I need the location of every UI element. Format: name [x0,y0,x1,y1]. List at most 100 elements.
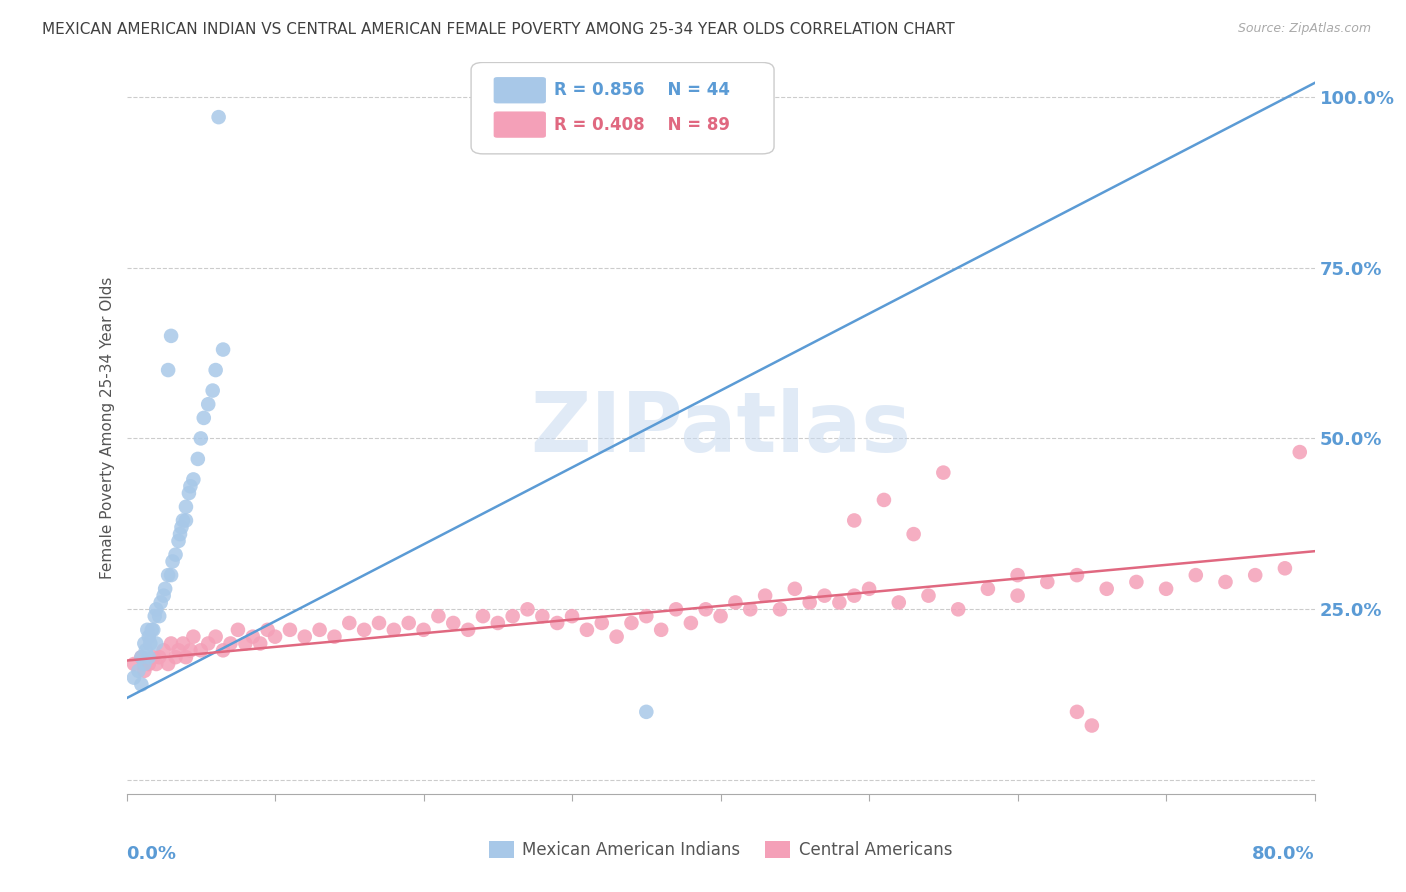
Point [170,520,193,534]
Point [977,582,1000,596]
Point [122,657,145,671]
Point [145,636,167,650]
Point [813,589,835,603]
Point [769,602,792,616]
Point [427,609,450,624]
Point [136,623,159,637]
Point [145,602,167,616]
Point [695,602,717,616]
Point [131,650,153,665]
FancyBboxPatch shape [494,112,546,137]
Point [141,623,163,637]
Point [142,650,165,665]
Point [153,582,176,596]
Point [679,615,702,630]
Point [197,636,219,650]
Point [249,636,271,650]
Point [844,513,866,527]
Point [948,602,970,616]
Point [174,650,197,665]
Point [183,472,205,486]
Point [145,657,167,671]
Point [783,582,806,596]
Point [264,630,287,644]
Point [665,602,688,616]
Point [183,630,205,644]
Y-axis label: Female Poverty Among 25-34 Year Olds: Female Poverty Among 25-34 Year Olds [100,277,115,579]
Point [368,615,391,630]
Point [516,602,538,616]
Point [636,609,658,624]
Point [1125,574,1147,589]
Point [197,397,219,411]
Point [157,568,180,582]
Point [131,650,153,665]
Point [204,630,226,644]
Point [412,623,434,637]
Point [179,643,201,657]
Point [219,636,242,650]
Point [165,548,187,562]
Point [138,650,160,665]
Point [799,595,821,609]
Point [903,527,925,541]
Text: Source: ZipAtlas.com: Source: ZipAtlas.com [1237,22,1371,36]
Point [138,657,160,671]
Point [139,636,162,650]
Point [187,451,209,466]
Point [575,623,598,637]
Point [160,636,183,650]
Point [122,671,145,685]
Point [353,623,375,637]
Point [887,595,910,609]
Point [1288,445,1310,459]
Point [143,609,166,624]
Point [174,513,197,527]
Point [135,643,157,657]
Point [457,623,479,637]
Point [398,615,420,630]
Point [174,500,197,514]
Point [152,589,174,603]
Point [278,623,301,637]
Point [858,582,880,596]
Point [1274,561,1296,575]
Point [190,643,212,657]
Point [201,384,224,398]
Point [226,623,249,637]
Point [134,664,156,678]
Point [636,705,658,719]
Point [606,630,628,644]
Point [308,623,330,637]
Point [142,623,165,637]
Point [157,363,180,377]
Point [917,589,939,603]
Point [1095,582,1118,596]
Text: R = 0.408    N = 89: R = 0.408 N = 89 [554,116,730,134]
Point [441,615,464,630]
Point [134,636,156,650]
Point [546,615,568,630]
Point [1244,568,1267,582]
Legend: Mexican American Indians, Central Americans: Mexican American Indians, Central Americ… [482,835,959,866]
Point [754,589,776,603]
Text: 80.0%: 80.0% [1251,845,1315,863]
Point [1007,589,1029,603]
Point [471,609,495,624]
Point [127,664,149,678]
Point [177,486,200,500]
Point [337,615,360,630]
Point [190,431,212,445]
Point [740,602,762,616]
Point [167,533,190,548]
Point [1007,568,1029,582]
Point [620,615,643,630]
Point [172,636,194,650]
Point [844,589,866,603]
Point [160,568,183,582]
Point [152,643,174,657]
Point [157,657,180,671]
Point [212,343,235,357]
Point [160,329,183,343]
Point [204,363,226,377]
